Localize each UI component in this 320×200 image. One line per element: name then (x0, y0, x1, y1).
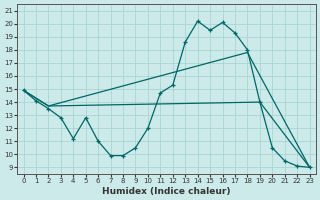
X-axis label: Humidex (Indice chaleur): Humidex (Indice chaleur) (102, 187, 231, 196)
